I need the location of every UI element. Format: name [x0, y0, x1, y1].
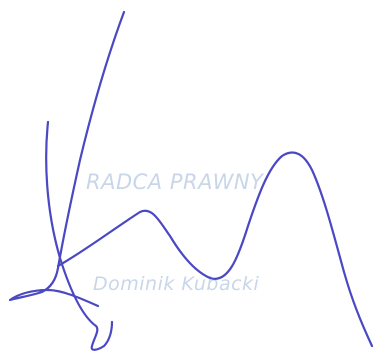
signature-stroke-main: [8, 10, 126, 308]
stamp-title: RADCA PRAWNY: [86, 170, 264, 194]
signature-stroke-curve: [56, 151, 374, 348]
signature-stroke-loop: [45, 120, 114, 351]
